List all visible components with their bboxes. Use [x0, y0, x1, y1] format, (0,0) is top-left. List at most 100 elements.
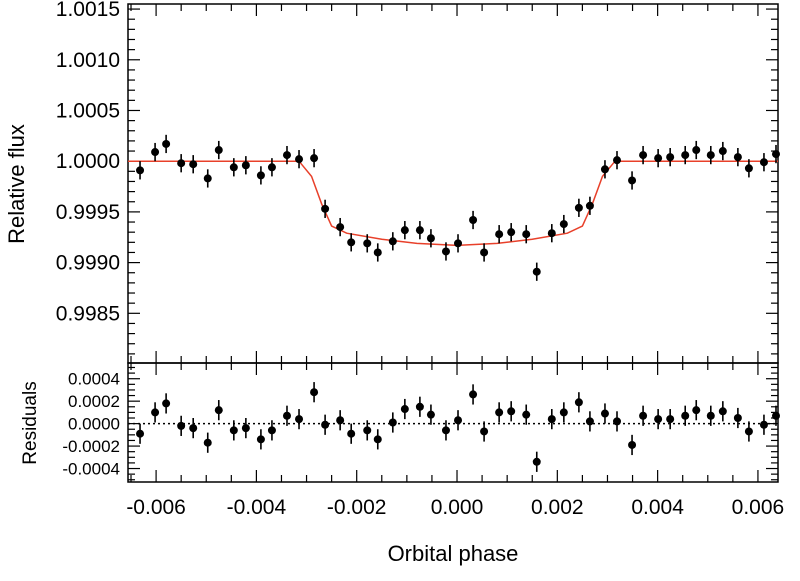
- data-point: [136, 429, 145, 438]
- data-point: [522, 410, 531, 419]
- x-tick-label: -0.002: [327, 496, 387, 519]
- data-point: [585, 417, 594, 426]
- data-point: [400, 405, 409, 414]
- data-point: [441, 426, 450, 435]
- data-point: [532, 267, 541, 276]
- data-point: [600, 409, 609, 418]
- data-point: [771, 411, 780, 420]
- x-tick-label: -0.006: [126, 496, 186, 519]
- y-tick-label: 0.0004: [68, 370, 120, 389]
- data-point: [600, 165, 609, 174]
- data-point: [177, 421, 186, 430]
- data-point: [639, 151, 648, 160]
- data-point: [229, 426, 238, 435]
- data-point: [310, 154, 319, 163]
- main-panel: 0.9985 0.9990 0.9995 1.0000 1.0005 1.0010 1.00…: [56, 0, 780, 364]
- data-point: [295, 415, 304, 424]
- data-point: [706, 151, 715, 160]
- data-point: [613, 417, 622, 426]
- data-point: [692, 146, 701, 155]
- data-point: [256, 171, 265, 180]
- data-point: [363, 426, 372, 435]
- data-point: [388, 418, 397, 427]
- data-point: [733, 153, 742, 162]
- data-point: [136, 166, 145, 175]
- data-point: [282, 411, 291, 420]
- data-point: [639, 411, 648, 420]
- data-point: [373, 435, 382, 444]
- y-tick-label: 1.0010: [56, 49, 120, 72]
- data-point: [628, 176, 637, 185]
- data-point: [203, 174, 212, 183]
- y-axis-label-residuals: Residuals: [20, 381, 41, 464]
- data-point: [162, 139, 171, 148]
- y-tick-label: 0.9990: [56, 252, 120, 275]
- y-tick-label: 0.9985: [56, 302, 120, 325]
- data-point: [532, 457, 541, 466]
- data-point: [759, 420, 768, 429]
- data-point: [295, 155, 304, 164]
- data-point: [363, 239, 372, 248]
- data-point: [480, 248, 489, 257]
- data-point: [469, 216, 478, 225]
- data-point: [585, 201, 594, 210]
- y-tick-label: 0.9995: [56, 201, 120, 224]
- data-point: [771, 150, 780, 159]
- data-point: [654, 154, 663, 163]
- x-tick-label: 0.000: [431, 496, 484, 519]
- plot-frame: [127, 3, 779, 364]
- x-axis-label: Orbital phase: [388, 541, 519, 566]
- data-point: [454, 239, 463, 248]
- data-point: [214, 146, 223, 155]
- data-point: [321, 420, 330, 429]
- data-point: [733, 414, 742, 423]
- data-point: [267, 426, 276, 435]
- data-point: [347, 238, 356, 247]
- data-point: [480, 427, 489, 436]
- data-point: [666, 415, 675, 424]
- data-point: [559, 220, 568, 229]
- data-point: [718, 407, 727, 416]
- data-point: [189, 424, 198, 433]
- data-point: [495, 230, 504, 239]
- data-point: [744, 427, 753, 436]
- data-point: [628, 440, 637, 449]
- data-point: [613, 156, 622, 165]
- data-point: [415, 402, 424, 411]
- data-point: [426, 234, 435, 243]
- data-point: [151, 408, 160, 417]
- data-point: [718, 147, 727, 156]
- y-tick-label: -0.0004: [62, 460, 120, 479]
- data-point: [441, 247, 450, 256]
- data-point: [415, 226, 424, 235]
- data-point: [151, 148, 160, 157]
- data-point: [177, 159, 186, 168]
- data-point: [241, 424, 250, 433]
- data-point: [454, 416, 463, 425]
- data-point: [373, 248, 382, 257]
- y-tick-label: 0.0000: [68, 415, 120, 434]
- y-tick-label: 1.0000: [56, 150, 120, 173]
- data-point: [666, 153, 675, 162]
- data-point: [310, 388, 319, 397]
- data-point: [336, 416, 345, 425]
- data-point: [214, 406, 223, 415]
- data-point: [256, 435, 265, 444]
- data-point: [388, 237, 397, 246]
- data-point: [759, 158, 768, 167]
- data-point: [162, 399, 171, 408]
- data-point: [282, 151, 291, 160]
- data-point: [347, 429, 356, 438]
- y-tick-label: 1.0005: [56, 99, 120, 122]
- data-point: [336, 223, 345, 232]
- y-tick-label: 1.0015: [56, 0, 120, 21]
- data-point: [189, 160, 198, 169]
- data-point: [321, 204, 330, 213]
- data-point: [654, 415, 663, 424]
- model-curve: [128, 160, 778, 247]
- data-point: [229, 163, 238, 172]
- x-tick-label: 0.004: [631, 496, 684, 519]
- data-point: [692, 406, 701, 415]
- data-point: [426, 410, 435, 419]
